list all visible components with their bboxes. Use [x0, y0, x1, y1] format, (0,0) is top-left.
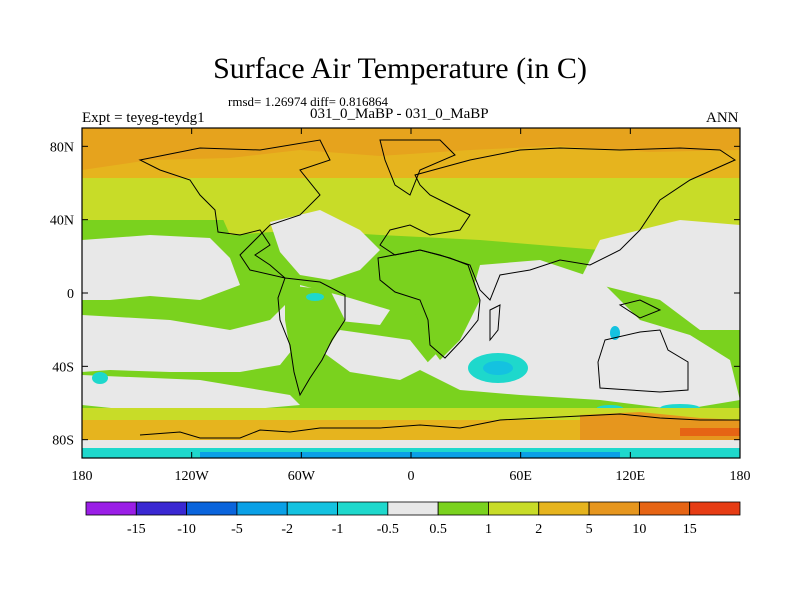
colorbar-swatch — [538, 501, 590, 516]
colorbar-label: -15 — [127, 522, 146, 537]
colorbar-swatch — [437, 501, 489, 516]
colorbar-label: -10 — [177, 522, 196, 537]
colorbar-swatch — [488, 501, 540, 516]
y-tick-label: 40N — [50, 214, 74, 229]
band-southern-yellow — [82, 408, 740, 422]
colorbar-label: -2 — [281, 522, 293, 537]
coastline-antarctica — [139, 413, 740, 439]
x-tick-label: 180 — [730, 469, 751, 484]
experiment-label: Expt = teyeg-teydg1 — [82, 110, 205, 126]
chart-title: Surface Air Temperature (in C) — [213, 52, 587, 85]
neutral-west-pacific — [580, 220, 740, 330]
arctic-deep — [82, 128, 740, 170]
colorbar-swatch — [236, 501, 288, 516]
coastline-north-america — [138, 139, 331, 279]
comparison-label: 031_0_MaBP - 031_0_MaBP — [310, 106, 489, 122]
y-tick-label: 40S — [52, 360, 74, 375]
colorbar-swatch — [588, 501, 640, 516]
colorbar-swatch — [689, 501, 741, 516]
colorbar-swatch — [638, 501, 691, 516]
y-tick-label: 80N — [50, 140, 74, 155]
colorbar-label: 5 — [586, 522, 593, 537]
x-tick-label: 120E — [616, 469, 646, 484]
coastline-madagascar — [489, 304, 501, 342]
x-tick-label: 60W — [288, 469, 316, 484]
colorbar-swatch — [186, 501, 238, 516]
coastlines — [138, 139, 740, 439]
x-tick-label: 120W — [175, 469, 210, 484]
coastline-new-guinea — [618, 299, 662, 319]
y-axis: 80N 40N 0 40S 80S — [50, 140, 740, 449]
cool-patch-pacific — [306, 293, 324, 301]
colorbar-label: -0.5 — [377, 522, 399, 537]
colorbar-swatch — [135, 501, 188, 516]
y-tick-label: 0 — [67, 287, 74, 302]
stats-label: rmsd= 1.26974 diff= 0.816864 — [228, 94, 388, 109]
x-tick-label: 180 — [72, 469, 93, 484]
green-south-america — [285, 285, 345, 395]
colorbar-swatch — [85, 501, 137, 516]
coastline-africa — [377, 249, 481, 359]
x-tick-label: 0 — [408, 469, 415, 484]
cool-patch-indian — [610, 326, 620, 340]
cool-patch-se-pacific — [92, 372, 108, 384]
x-tick-label: 60E — [509, 469, 532, 484]
colorbar-swatch — [387, 501, 439, 516]
colorbar-label: 2 — [535, 522, 542, 537]
colorbar-label: -1 — [332, 522, 344, 537]
neutral-south-atlantic — [320, 330, 430, 380]
cool-patch-south-atlantic-core — [483, 361, 513, 375]
neutral-north-pacific — [82, 235, 240, 300]
antarctic-red-stripe — [680, 428, 740, 436]
colorbar-swatch — [286, 501, 338, 516]
colorbar-label: 10 — [632, 522, 646, 537]
colorbar-label: -5 — [231, 522, 243, 537]
colorbar-label: 0.5 — [429, 522, 447, 537]
period-label: ANN — [706, 110, 739, 126]
colorbar-label: 1 — [485, 522, 492, 537]
band-antarctic-grey — [82, 440, 740, 448]
neutral-north-atlantic — [270, 210, 380, 280]
coastline-greenland — [379, 139, 456, 196]
neutral-south-pacific — [82, 375, 300, 412]
coastline-south-america — [277, 277, 346, 397]
colorbar-label: 15 — [683, 522, 697, 537]
neutral-tropical-pacific — [82, 300, 300, 372]
colorbar-swatch — [337, 501, 389, 516]
x-axis: 180 120W 60W 0 60E 120E 180 — [72, 128, 751, 484]
green-africa — [380, 250, 480, 360]
colorbar: -15 -10 -5 -2 -1 -0.5 0.5 1 2 5 10 15 — [85, 501, 741, 537]
y-tick-label: 80S — [52, 434, 74, 449]
band-polar-blue — [200, 452, 620, 458]
coastline-australia — [597, 329, 689, 393]
temperature-field — [82, 128, 740, 458]
coastline-eurasia — [379, 147, 737, 301]
